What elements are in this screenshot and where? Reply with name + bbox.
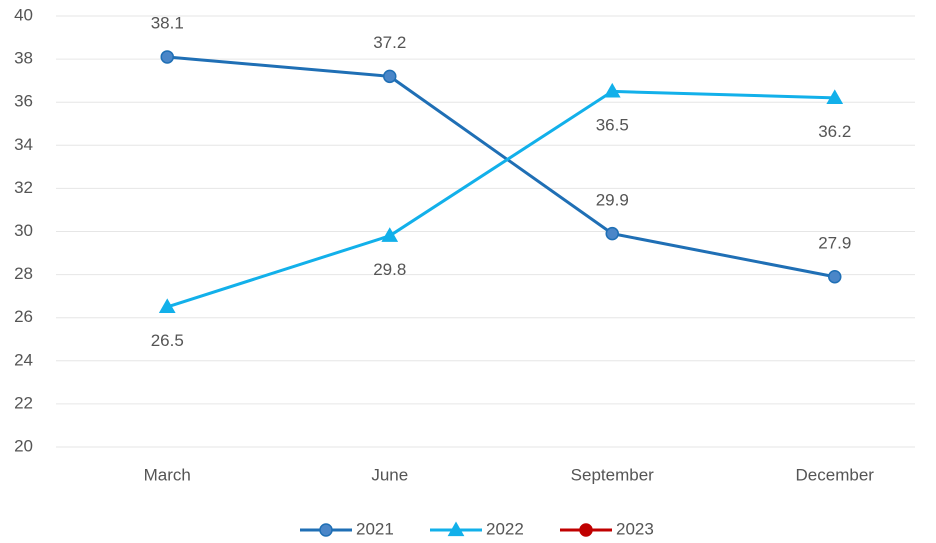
legend-label: 2023 [616,519,654,538]
data-label: 27.9 [818,233,851,252]
x-tick-label: December [796,465,875,484]
y-tick-label: 26 [14,307,33,326]
y-tick-label: 28 [14,264,33,283]
y-tick-label: 38 [14,49,33,68]
data-point [605,226,619,241]
legend-marker [319,523,333,537]
data-point [603,82,621,98]
data-label: 29.9 [596,190,629,209]
data-label: 26.5 [151,331,184,350]
y-tick-label: 24 [14,350,33,369]
y-tick-label: 34 [14,135,33,154]
x-tick-label: March [144,465,191,484]
series-line [167,55,836,279]
y-tick-label: 22 [14,393,33,412]
data-point [158,298,176,314]
data-label: 29.8 [373,260,406,279]
y-tick-label: 36 [14,92,33,111]
data-label: 36.2 [818,122,851,141]
y-tick-label: 20 [14,436,33,455]
data-point [828,270,842,284]
data-point [381,227,399,242]
data-label: 36.5 [596,116,629,135]
y-tick-label: 32 [14,178,33,197]
legend-marker [579,523,593,537]
data-point [826,89,844,105]
data-label: 37.2 [373,33,406,52]
y-tick-label: 40 [14,5,33,24]
series-line [166,89,835,309]
x-tick-label: June [371,465,408,484]
data-point [160,50,174,64]
data-point [383,69,397,84]
legend-label: 2021 [356,519,394,538]
legend-marker [447,521,465,537]
legend-label: 2022 [486,519,524,538]
y-tick-label: 30 [14,221,33,240]
data-label: 38.1 [151,14,184,33]
x-tick-label: September [571,465,654,484]
